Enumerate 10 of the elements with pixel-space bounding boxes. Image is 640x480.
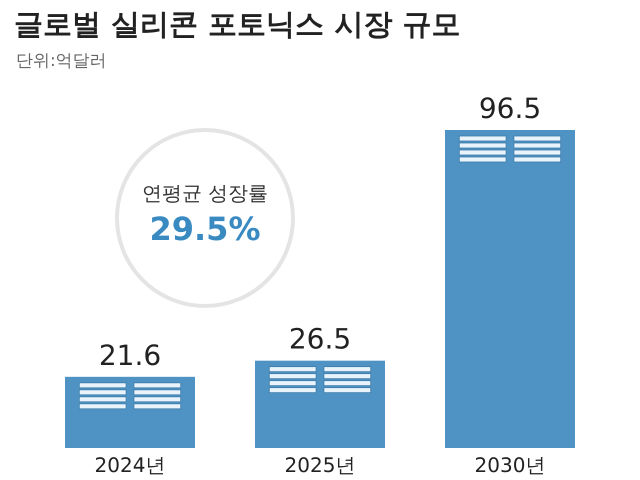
chart-subtitle: 단위:억달러 [16, 51, 107, 71]
annotation: 연평균 성장률 [142, 181, 268, 205]
annotation: 29.5% [149, 210, 261, 248]
data-label: 26.5 [288, 322, 352, 356]
data-label: 21.6 [98, 338, 162, 372]
chart-title: 글로벌 실리콘 포토닉스 시장 규모 [14, 7, 460, 41]
x-tick-label: 2024년 [94, 453, 166, 477]
x-tick-label: 2025년 [284, 453, 356, 477]
data-label: 96.5 [478, 92, 542, 125]
x-tick-label: 2030년 [474, 453, 546, 477]
